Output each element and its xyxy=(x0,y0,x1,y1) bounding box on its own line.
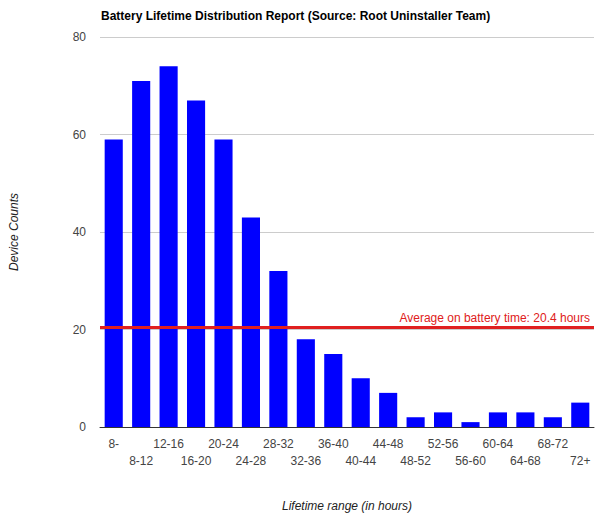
svg-text:8-12: 8-12 xyxy=(129,454,153,468)
svg-text:48-52: 48-52 xyxy=(400,454,431,468)
svg-text:24-28: 24-28 xyxy=(236,454,267,468)
svg-text:32-36: 32-36 xyxy=(290,454,321,468)
svg-text:28-32: 28-32 xyxy=(263,437,294,451)
svg-text:16-20: 16-20 xyxy=(181,454,212,468)
svg-text:Average on battery time: 20.4: Average on battery time: 20.4 hours xyxy=(399,311,590,325)
svg-text:72+: 72+ xyxy=(570,454,590,468)
svg-text:60: 60 xyxy=(73,128,87,142)
svg-text:Device Counts: Device Counts xyxy=(7,193,21,271)
svg-text:36-40: 36-40 xyxy=(318,437,349,451)
svg-text:80: 80 xyxy=(73,30,87,44)
svg-text:64-68: 64-68 xyxy=(510,454,541,468)
svg-text:40: 40 xyxy=(73,225,87,239)
svg-text:60-64: 60-64 xyxy=(483,437,514,451)
svg-text:Lifetime range (in hours): Lifetime range (in hours) xyxy=(282,499,412,513)
svg-text:20-24: 20-24 xyxy=(208,437,239,451)
svg-text:56-60: 56-60 xyxy=(455,454,486,468)
svg-text:68-72: 68-72 xyxy=(537,437,568,451)
svg-text:12-16: 12-16 xyxy=(153,437,184,451)
svg-text:52-56: 52-56 xyxy=(428,437,459,451)
svg-text:40-44: 40-44 xyxy=(345,454,376,468)
svg-text:44-48: 44-48 xyxy=(373,437,404,451)
svg-text:Battery Lifetime Distribution: Battery Lifetime Distribution Report (So… xyxy=(101,9,490,23)
svg-text:20: 20 xyxy=(73,323,87,337)
svg-text:0: 0 xyxy=(79,420,86,434)
svg-text:8-: 8- xyxy=(108,437,119,451)
